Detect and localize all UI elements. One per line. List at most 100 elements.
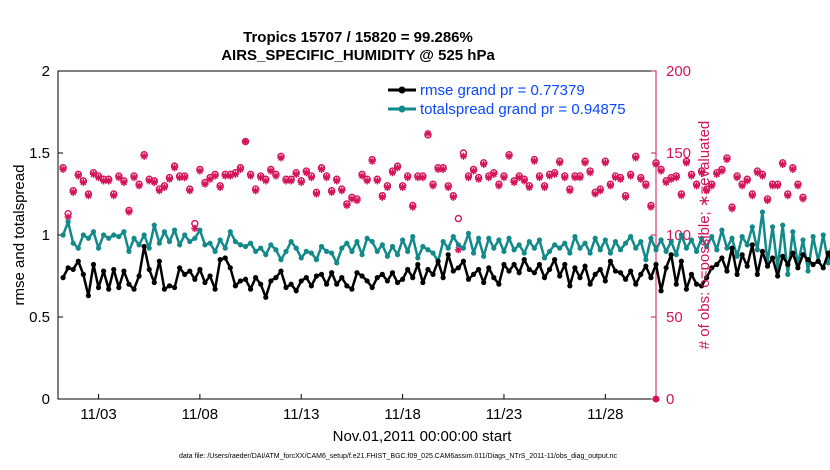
totalspread-point: [744, 242, 750, 248]
rmse-point: [146, 266, 152, 273]
obs-evaluated-point: [738, 182, 746, 190]
totalspread-point: [805, 268, 811, 274]
x-tick-label: 11/23: [486, 406, 522, 423]
totalspread-point: [511, 247, 517, 253]
totalspread-point: [577, 245, 583, 251]
obs-evaluated-point: [459, 152, 468, 160]
totalspread-point: [268, 242, 274, 248]
totalspread-point: [222, 245, 228, 251]
obs-evaluated-point: [444, 183, 452, 192]
rmse-point: [704, 275, 710, 281]
rmse-point: [126, 281, 132, 287]
rmse-point: [156, 258, 162, 264]
zero-obs-marker: [652, 395, 660, 403]
obs-evaluated-point: [774, 182, 782, 190]
rmse-point: [764, 263, 771, 269]
rmse-point: [714, 261, 720, 268]
rmse-point: [825, 250, 830, 256]
obs-evaluated-point: [140, 152, 148, 160]
obs-evaluated-point: [373, 177, 381, 185]
totalspread-point: [724, 245, 730, 251]
rmse-point: [263, 294, 269, 300]
rmse-point: [278, 268, 284, 274]
totalspread-point: [729, 235, 735, 241]
totalspread-point: [308, 250, 314, 256]
x-tick-label: 11/03: [80, 406, 116, 423]
rmse-point: [516, 270, 522, 276]
rmse-point: [638, 271, 644, 277]
obs-evaluated-point: [703, 187, 711, 195]
obs-evaluated-point: [596, 187, 604, 195]
totalspread-point: [496, 237, 502, 243]
rmse-point: [577, 275, 583, 281]
rmse-point: [582, 263, 588, 269]
rmse-point: [602, 278, 608, 284]
plot-frame: [57, 70, 657, 400]
totalspread-point: [612, 238, 619, 245]
obs-evaluated-point: [768, 182, 777, 190]
obs-evaluated-point: [480, 160, 488, 169]
obs-evaluated-point: [241, 137, 250, 146]
totalspread-point: [202, 242, 208, 248]
rmse-point: [795, 265, 801, 271]
rmse-point: [364, 278, 370, 284]
totalspread-point: [602, 237, 608, 243]
y-tick-label: 1: [42, 227, 50, 244]
obs-evaluated-point: [191, 224, 199, 233]
rmse-point: [435, 258, 441, 264]
y-axis-label: rmse and totalspread: [11, 165, 28, 306]
rmse-point: [217, 257, 223, 263]
totalspread-point: [394, 252, 401, 258]
rmse-point: [101, 268, 107, 274]
obs-evaluated-point: [257, 174, 265, 182]
obs-evaluated-point: [556, 159, 564, 167]
totalspread-point: [141, 232, 147, 238]
totalspread-point: [60, 232, 66, 238]
totalspread-point: [790, 229, 796, 235]
rmse-point: [587, 281, 593, 287]
legend-spread-label: totalspread grand pr = 0.94875: [420, 101, 626, 118]
rmse-point: [465, 276, 472, 282]
totalspread-point: [410, 234, 416, 240]
obs-evaluated-point: [490, 170, 498, 178]
chart-subtitle: AIRS_SPECIFIC_HUMIDITY @ 525 hPa: [221, 47, 495, 64]
rmse-point: [688, 271, 695, 277]
totalspread-point: [633, 245, 639, 251]
totalspread-point: [541, 255, 548, 261]
rmse-point: [460, 258, 467, 264]
totalspread-point: [303, 248, 309, 254]
rmse-point: [111, 266, 117, 273]
totalspread-point: [247, 240, 254, 246]
obs-evaluated-point: [637, 175, 645, 183]
rmse-point: [420, 279, 426, 286]
obs-evaluated-point: [708, 182, 716, 190]
rmse-point: [506, 268, 512, 274]
totalspread-point: [455, 242, 461, 248]
obs-evaluated-point: [302, 169, 310, 177]
rmse-point: [450, 268, 456, 274]
totalspread-point: [557, 245, 563, 251]
totalspread-point: [430, 250, 436, 256]
obs-evaluated-point: [231, 170, 239, 178]
legend: rmse grand pr = 0.77379 totalspread gran…: [384, 76, 654, 119]
totalspread-point: [258, 245, 264, 251]
totalspread-point: [121, 229, 127, 235]
totalspread-point: [749, 224, 755, 230]
obs-evaluated-point: [657, 167, 665, 175]
totalspread-point: [278, 257, 284, 263]
rmse-point: [405, 266, 411, 273]
rmse-point: [207, 273, 213, 279]
rmse-point: [425, 266, 431, 273]
obs-evaluated-point: [682, 159, 691, 167]
obs-evaluated-point: [475, 175, 483, 183]
rmse-point: [151, 279, 157, 286]
totalspread-point: [415, 255, 421, 261]
obs-possible-point: [454, 214, 463, 223]
totalspread-point: [116, 234, 122, 240]
totalspread-point: [75, 245, 81, 251]
obs-evaluated-point: [343, 201, 351, 210]
obs-evaluated-point: [363, 177, 371, 185]
rmse-point: [729, 245, 735, 251]
rmse-point: [70, 266, 76, 273]
totalspread-point: [693, 248, 700, 254]
